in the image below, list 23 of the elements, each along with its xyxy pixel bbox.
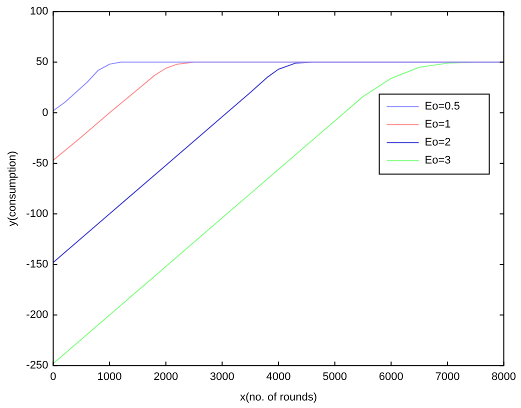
legend-label: Eo=1 (424, 118, 451, 131)
y-tick-label: -100 (26, 208, 48, 220)
x-tick-label: 8000 (492, 371, 516, 384)
y-tick-label: 100 (30, 6, 48, 18)
x-tick-label: 5000 (322, 371, 348, 384)
x-tick-label: 0 (50, 371, 56, 384)
x-tick-label: 3000 (210, 371, 234, 384)
y-axis-title: y(consumption) (6, 151, 19, 226)
y-tick-label: 50 (36, 56, 48, 68)
legend-label: Eo=3 (424, 154, 451, 167)
y-tick-label: -150 (26, 258, 48, 270)
x-tick-label: 2000 (154, 371, 178, 384)
x-tick-label: 4000 (266, 371, 291, 384)
y-tick-label: -50 (32, 157, 48, 170)
x-tick-label: 7000 (435, 371, 460, 384)
y-tick-label: -200 (26, 309, 48, 322)
legend-label: Eo=2 (424, 136, 451, 149)
x-tick-label: 6000 (378, 371, 404, 384)
y-tick-label: 0 (42, 106, 48, 119)
y-tick-label: -250 (26, 360, 48, 372)
x-tick-label: 1000 (97, 371, 122, 384)
x-axis-title: x(no. of rounds) (240, 391, 318, 404)
legend-label: Eo=0.5 (424, 100, 460, 113)
